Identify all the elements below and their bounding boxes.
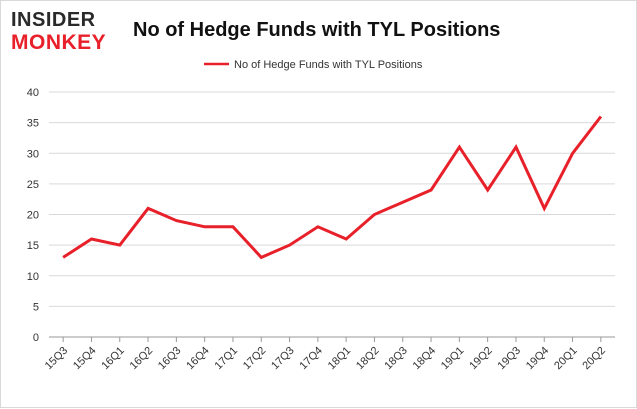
logo-insider-text: INSIDER (11, 9, 96, 31)
y-tick-label: 25 (27, 179, 39, 191)
x-tick-label: 16Q2 (128, 345, 156, 373)
x-tick-label: 18Q1 (326, 345, 354, 373)
x-tick-label: 16Q3 (156, 345, 184, 373)
x-tick-label: 17Q1 (213, 345, 241, 373)
x-tick-label: 17Q4 (297, 345, 325, 373)
x-tick-label: 18Q2 (354, 345, 382, 373)
y-tick-label: 0 (33, 332, 39, 344)
grid (49, 91, 615, 338)
series-line (62, 115, 603, 260)
chart-title: No of Hedge Funds with TYL Positions (133, 19, 500, 41)
x-tick-label: 19Q1 (439, 345, 467, 373)
x-tick-label: 20Q1 (552, 345, 580, 373)
y-tick-label: 5 (33, 301, 39, 313)
x-tick-label: 15Q4 (71, 345, 99, 373)
logo-monkey-text: MONKEY (11, 31, 106, 54)
x-tick-label: 18Q4 (411, 345, 439, 373)
y-tick-label: 20 (27, 210, 39, 222)
x-tick-label: 19Q4 (524, 345, 552, 373)
x-tick-label: 19Q2 (467, 345, 495, 373)
x-tick-label: 17Q3 (269, 345, 297, 373)
x-axis-ticks: 15Q3 15Q4 16Q1 16Q2 16Q3 16Q4 17Q1 17Q2 17Q3 17Q4… (43, 337, 608, 372)
x-tick-label: 16Q1 (99, 345, 127, 373)
x-tick-label: 17Q2 (241, 345, 269, 373)
y-axis-ticks: 0 5 10 15 20 25 30 35 40 (27, 87, 39, 344)
y-tick-label: 35 (27, 118, 39, 130)
x-tick-label: 18Q3 (382, 345, 410, 373)
y-tick-label: 30 (27, 148, 39, 160)
x-tick-label: 20Q2 (580, 345, 608, 373)
y-tick-label: 40 (27, 87, 39, 99)
x-tick-label: 19Q3 (496, 345, 524, 373)
series (62, 115, 603, 260)
x-tick-label: 16Q4 (184, 345, 212, 373)
x-tick-label: 15Q3 (43, 345, 71, 373)
y-tick-label: 10 (27, 271, 39, 283)
legend-label: No of Hedge Funds with TYL Positions (234, 59, 423, 71)
y-tick-label: 15 (27, 240, 39, 252)
